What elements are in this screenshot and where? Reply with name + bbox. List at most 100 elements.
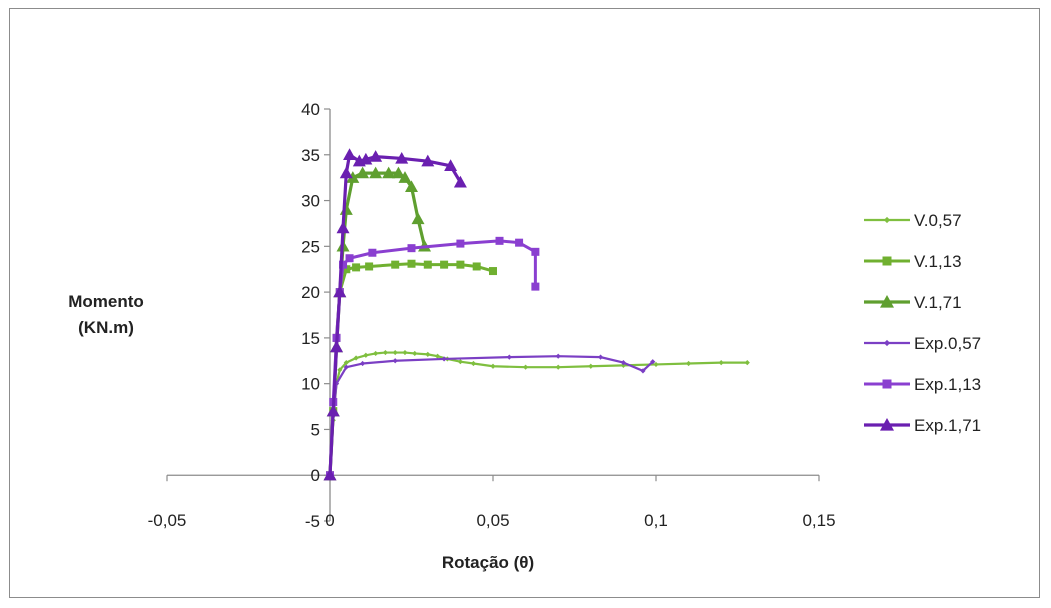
data-point	[330, 340, 344, 353]
data-point	[342, 265, 351, 274]
data-point	[363, 352, 369, 358]
data-point	[407, 244, 416, 253]
data-point	[434, 353, 441, 359]
data-point	[718, 360, 724, 366]
data-point	[359, 152, 373, 165]
legend-entry: Exp.1,71	[864, 416, 981, 435]
x-axis-title: Rotação (θ)	[442, 553, 534, 572]
legend-marker	[883, 216, 891, 224]
data-point	[470, 360, 477, 367]
data-point	[391, 166, 405, 179]
data-point	[440, 260, 449, 269]
data-point	[392, 349, 398, 356]
series-v-0-57	[327, 349, 750, 478]
legend-marker	[880, 295, 894, 308]
series-exp-1-71	[323, 148, 467, 481]
series-line	[328, 351, 749, 477]
data-point	[650, 359, 656, 365]
series-exp-0-57	[327, 353, 656, 478]
data-point	[472, 262, 481, 271]
x-tick-label: 0,15	[802, 511, 835, 530]
y-tick-label: 35	[301, 146, 320, 165]
series-group	[323, 148, 750, 481]
data-point	[620, 360, 626, 366]
legend-label: Exp.0,57	[914, 334, 981, 353]
legend-entry: Exp.0,57	[864, 334, 981, 353]
data-point	[343, 148, 357, 160]
y-tick-label: 30	[301, 192, 320, 211]
data-point	[339, 260, 348, 269]
data-point	[346, 171, 360, 183]
x-tick-label: 0,05	[476, 511, 509, 530]
data-point	[456, 260, 465, 269]
data-point	[402, 349, 408, 356]
data-point	[457, 359, 463, 365]
chart-frame: -5 0 5 10 15 20 25 30 35 40 -0,05 0 0,05 0,1 0,15 Rotaç…	[9, 8, 1040, 598]
data-point	[353, 355, 359, 361]
data-point	[343, 360, 349, 366]
data-point	[398, 171, 412, 183]
data-point	[339, 166, 353, 179]
x-tick-label: 0	[325, 511, 334, 530]
data-point	[412, 350, 418, 357]
legend-entry: V.0,57	[864, 211, 962, 230]
series-line	[328, 262, 495, 477]
data-point	[640, 368, 646, 374]
data-point	[425, 351, 431, 357]
y-tick-label: 5	[311, 420, 320, 439]
data-point	[382, 349, 389, 356]
data-point	[421, 154, 435, 167]
data-point	[506, 354, 512, 360]
data-point	[369, 150, 383, 162]
data-point	[382, 166, 396, 179]
data-point	[373, 350, 379, 357]
y-tick-label: 25	[301, 237, 320, 256]
data-point	[523, 364, 529, 370]
legend-label: Exp.1,13	[914, 375, 981, 394]
data-point	[343, 364, 349, 370]
data-point	[490, 363, 496, 369]
data-point	[411, 212, 425, 225]
y-tick-label: 20	[301, 283, 320, 302]
y-tick-label: 15	[301, 329, 320, 348]
legend-label: Exp.1,71	[914, 416, 981, 435]
data-point	[597, 354, 604, 360]
data-point	[392, 358, 398, 364]
data-point	[686, 360, 692, 367]
data-point	[391, 260, 400, 269]
data-point	[337, 367, 343, 373]
data-point	[489, 267, 497, 276]
data-point	[407, 259, 416, 268]
legend: V.0,57 V.1,13 V.1,71 Exp.0,57 Exp.1,13 Exp.1,…	[864, 211, 981, 435]
legend-entry: Exp.1,13	[864, 375, 981, 394]
data-point	[744, 360, 750, 366]
y-tick-label: 0	[311, 466, 320, 485]
x-tick-label: 0,1	[644, 511, 668, 530]
data-point	[356, 166, 370, 179]
series-v-1-13	[326, 259, 497, 480]
legend-marker	[880, 418, 894, 431]
data-point	[323, 468, 337, 481]
data-point	[453, 175, 467, 188]
y-tick-label: -5	[305, 512, 320, 531]
legend-label: V.0,57	[914, 211, 962, 230]
data-point	[456, 239, 465, 248]
data-point	[395, 151, 409, 164]
data-point	[444, 159, 458, 171]
axes: -5 0 5 10 15 20 25 30 35 40 -0,05 0 0,05 0,1 0,15 Rotaç…	[68, 100, 835, 572]
data-point	[555, 364, 561, 370]
legend-label: V.1,13	[914, 252, 962, 271]
data-point	[333, 285, 347, 298]
data-point	[369, 166, 383, 179]
data-point	[339, 203, 353, 215]
data-point	[360, 360, 366, 367]
y-axis-title: Momento	[68, 292, 144, 311]
data-point	[531, 247, 540, 256]
y-tick-label: 40	[301, 100, 320, 119]
data-point	[365, 262, 374, 271]
series-line	[328, 153, 462, 477]
data-point	[345, 254, 354, 263]
legend-marker	[882, 256, 892, 266]
data-point	[336, 221, 350, 234]
data-point	[588, 363, 594, 369]
